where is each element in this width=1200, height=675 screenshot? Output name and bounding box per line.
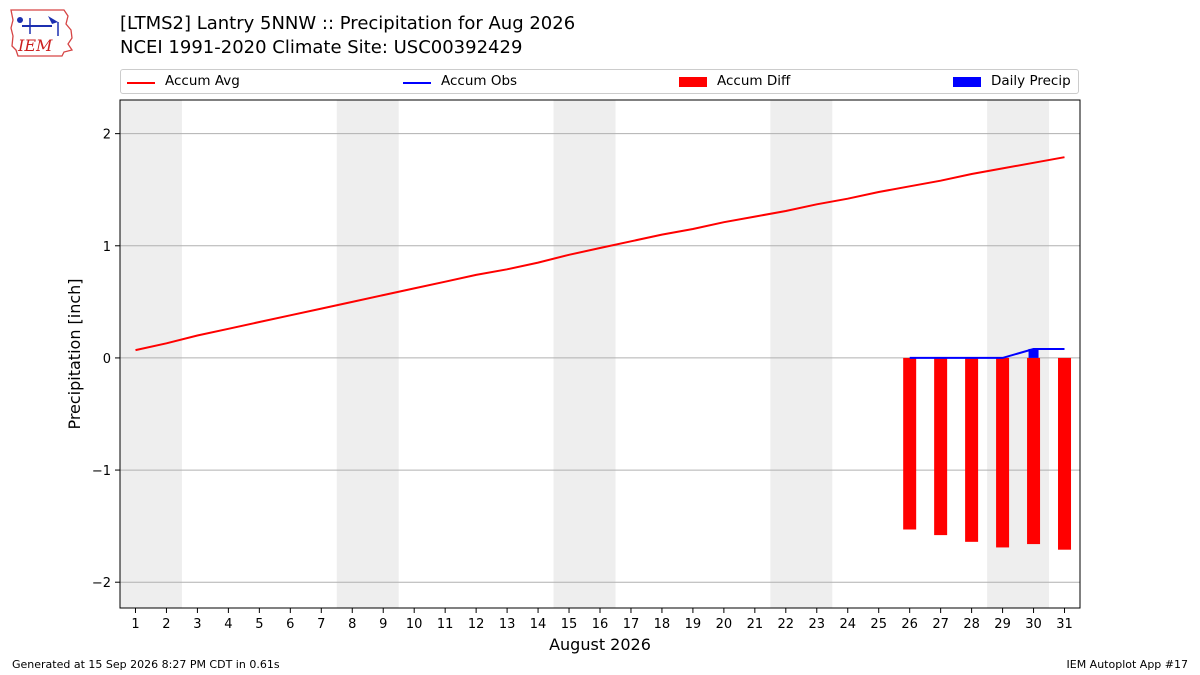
x-tick-label-9: 9 — [379, 617, 387, 632]
x-tick-label-25: 25 — [870, 617, 887, 632]
x-tick-label-13: 13 — [499, 617, 516, 632]
y-tick-label-0: 2 — [103, 128, 111, 143]
legend-swatch-accum-avg — [127, 82, 155, 84]
x-tick-label-28: 28 — [963, 617, 980, 632]
accum-diff-bar-26 — [903, 357, 917, 530]
weekend-band-2 — [553, 100, 616, 608]
legend-label-accum-avg: Accum Avg — [165, 73, 240, 89]
x-tick-label-18: 18 — [654, 617, 671, 632]
accum-diff-bar-27 — [934, 357, 948, 536]
daily-precip-bar-30 — [1028, 348, 1039, 358]
x-tick-label-26: 26 — [901, 617, 918, 632]
weekend-band-0 — [120, 100, 182, 608]
accum-diff-bar-29 — [996, 357, 1010, 548]
y-tick-label-1: 1 — [103, 240, 111, 255]
x-tick-label-5: 5 — [255, 617, 263, 632]
accum-avg-line — [135, 156, 1065, 352]
accum-diff-bar-28 — [965, 357, 979, 542]
x-tick-label-15: 15 — [561, 617, 578, 632]
weekend-band-3 — [770, 100, 833, 608]
chart-title: [LTMS2] Lantry 5NNW :: Precipitation for… — [120, 13, 576, 34]
x-tick-label-12: 12 — [468, 617, 485, 632]
weekend-band-1 — [336, 100, 399, 608]
y-tick-label-3: −1 — [92, 464, 111, 479]
legend-label-accum-diff: Accum Diff — [717, 73, 791, 89]
x-tick-label-29: 29 — [994, 617, 1011, 632]
chart-legend: Accum Avg Accum Obs Accum Diff Daily Pre… — [120, 69, 1079, 94]
autoplot-app-label: IEM Autoplot App #17 — [1066, 658, 1189, 671]
x-tick-label-31: 31 — [1056, 617, 1073, 632]
x-tick-label-4: 4 — [224, 617, 232, 632]
x-tick-label-14: 14 — [530, 617, 547, 632]
accum-diff-bar-30 — [1027, 357, 1041, 545]
x-tick-label-1: 1 — [131, 617, 139, 632]
x-tick-label-11: 11 — [437, 617, 454, 632]
x-tick-label-16: 16 — [592, 617, 609, 632]
chart-subtitle: NCEI 1991-2020 Climate Site: USC00392429 — [120, 37, 523, 58]
x-tick-label-3: 3 — [193, 617, 201, 632]
x-axis-label: August 2026 — [549, 635, 651, 654]
accum-diff-bar-31 — [1058, 357, 1072, 550]
x-tick-label-2: 2 — [162, 617, 170, 632]
x-tick-label-24: 24 — [839, 617, 856, 632]
legend-swatch-accum-obs — [403, 82, 431, 84]
generated-timestamp: Generated at 15 Sep 2026 8:27 PM CDT in … — [12, 658, 280, 671]
legend-swatch-accum-diff — [679, 77, 707, 87]
x-tick-label-17: 17 — [623, 617, 640, 632]
logo-text: IEM — [17, 36, 53, 55]
accum-obs-line — [909, 348, 1065, 359]
x-tick-label-22: 22 — [778, 617, 795, 632]
legend-label-daily-precip: Daily Precip — [991, 73, 1071, 89]
y-axis-label: Precipitation [inch] — [65, 278, 84, 429]
x-tick-label-30: 30 — [1025, 617, 1042, 632]
x-tick-label-23: 23 — [809, 617, 826, 632]
x-tick-label-10: 10 — [406, 617, 423, 632]
x-tick-label-27: 27 — [932, 617, 949, 632]
iem-logo: IEM — [10, 9, 74, 57]
legend-label-accum-obs: Accum Obs — [441, 73, 518, 89]
x-tick-label-6: 6 — [286, 617, 294, 632]
x-tick-label-19: 19 — [685, 617, 702, 632]
legend-swatch-daily-precip — [953, 77, 981, 87]
x-tick-label-21: 21 — [747, 617, 764, 632]
x-tick-label-8: 8 — [348, 617, 356, 632]
y-tick-label-2: 0 — [103, 352, 111, 367]
x-tick-label-20: 20 — [716, 617, 733, 632]
y-tick-label-4: −2 — [92, 576, 111, 591]
x-tick-label-7: 7 — [317, 617, 325, 632]
